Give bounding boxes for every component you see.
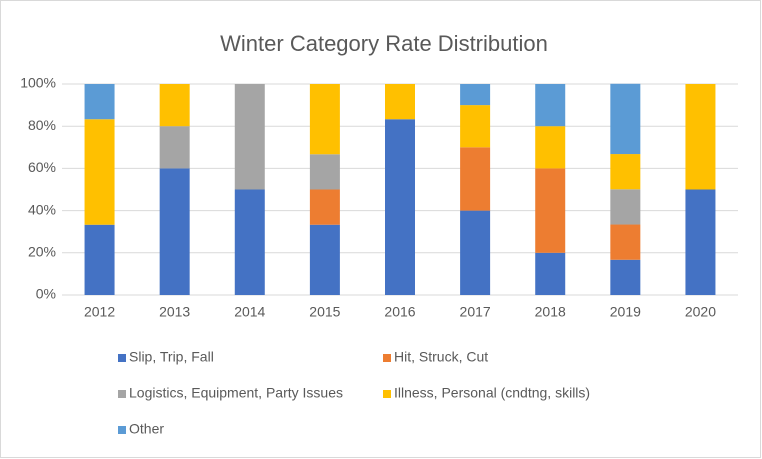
bar-segment [610, 154, 641, 190]
legend-label: Illness, Personal (cndtng, skills) [394, 385, 590, 401]
bar-segment [535, 168, 566, 253]
bar-segment [84, 224, 115, 295]
legend-label: Other [129, 421, 164, 437]
bar-segment [610, 189, 641, 225]
legend-swatch [383, 354, 391, 362]
chart-title: Winter Category Rate Distribution [220, 31, 548, 56]
bar-segment [159, 84, 190, 127]
y-tick-label: 60% [28, 159, 56, 175]
legend-swatch [118, 354, 126, 362]
x-tick-label: 2016 [384, 304, 415, 320]
y-tick-label: 100% [20, 75, 56, 91]
legend-swatch [383, 390, 391, 398]
legend-swatch [118, 390, 126, 398]
legend-label: Slip, Trip, Fall [129, 349, 214, 365]
bar-segment [309, 154, 340, 190]
bar-segment [460, 105, 491, 148]
bar-segment [309, 189, 340, 225]
bar-segment [234, 84, 265, 190]
x-tick-label: 2015 [309, 304, 340, 320]
legend-label: Logistics, Equipment, Party Issues [129, 385, 343, 401]
bar-segment [460, 84, 491, 106]
bar-segment [610, 259, 641, 295]
x-tick-label: 2014 [234, 304, 265, 320]
bar-segment [159, 168, 190, 295]
legend-swatch [118, 426, 126, 434]
bar-segment [159, 126, 190, 169]
x-tick-label: 2018 [535, 304, 566, 320]
y-tick-label: 80% [28, 117, 56, 133]
bar-segment [460, 147, 491, 211]
bar-segment [385, 84, 415, 120]
bar-segment [685, 189, 716, 295]
x-tick-label: 2012 [84, 304, 115, 320]
bar-segment [460, 210, 491, 295]
bar-segment [309, 84, 340, 155]
x-tick-label: 2017 [460, 304, 491, 320]
bar-segment [535, 84, 566, 127]
bar-segment [84, 84, 115, 120]
bar-segment [309, 224, 340, 295]
y-tick-label: 20% [28, 244, 56, 260]
x-tick-label: 2020 [685, 304, 716, 320]
bar-segment [610, 83, 641, 155]
bar-segment [385, 119, 415, 295]
bar-segment [535, 252, 566, 295]
bar-segment [610, 224, 641, 260]
y-tick-label: 0% [36, 286, 56, 302]
bar-segment [84, 119, 115, 225]
bar-segment [535, 126, 566, 169]
bar-segment [234, 189, 265, 295]
legend-label: Hit, Struck, Cut [394, 349, 488, 365]
bar-segment [685, 84, 716, 190]
x-tick-label: 2013 [159, 304, 190, 320]
y-tick-label: 40% [28, 201, 56, 217]
x-tick-label: 2019 [610, 304, 641, 320]
